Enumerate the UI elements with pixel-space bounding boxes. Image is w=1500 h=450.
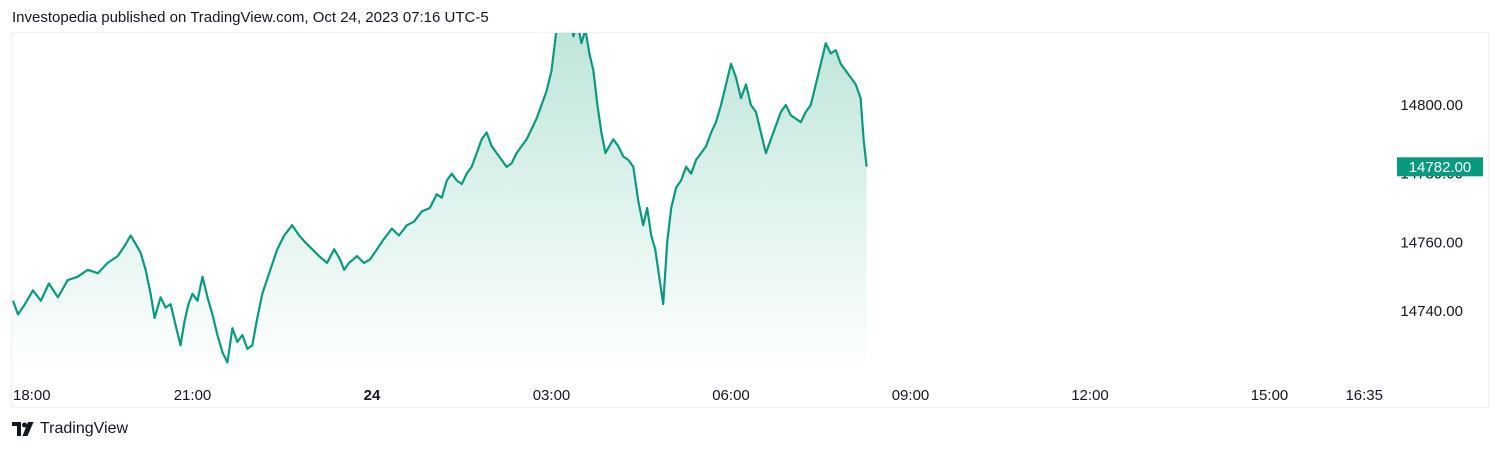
x-tick-label: 21:00: [174, 387, 212, 404]
x-tick-label: 18:00: [13, 387, 51, 404]
price-area-fill: [13, 33, 867, 371]
x-tick-label: 09:00: [892, 387, 930, 404]
x-tick-label: 15:00: [1251, 387, 1289, 404]
tradingview-logo-icon: [12, 422, 34, 436]
x-tick-label: 06:00: [712, 387, 750, 404]
x-tick-label: 12:00: [1071, 387, 1109, 404]
chart-area: 18:00 21:00 24 03:00 06:00 09:00 12:00 15:00 16:…: [11, 32, 1489, 408]
publisher-caption: Investopedia published on TradingView.co…: [12, 9, 489, 26]
x-tick-label: 24: [364, 387, 381, 404]
last-price-badge: [1397, 157, 1483, 177]
brand-footer[interactable]: TradingView: [12, 420, 128, 438]
y-tick-label: 14760.00: [1400, 234, 1463, 251]
x-tick-label: 03:00: [533, 387, 571, 404]
x-tick-label: 16:35: [1345, 387, 1383, 404]
price-line[interactable]: [12, 33, 868, 364]
chart-canvas: 18:00 21:00 24 03:00 06:00 09:00 12:00 15:00 16:…: [12, 33, 1483, 404]
brand-name: TradingView: [40, 420, 129, 437]
last-price-label: 14782.00: [1409, 159, 1472, 176]
y-tick-label: 14800.00: [1400, 97, 1463, 114]
y-tick-label: 14740.00: [1400, 303, 1463, 320]
